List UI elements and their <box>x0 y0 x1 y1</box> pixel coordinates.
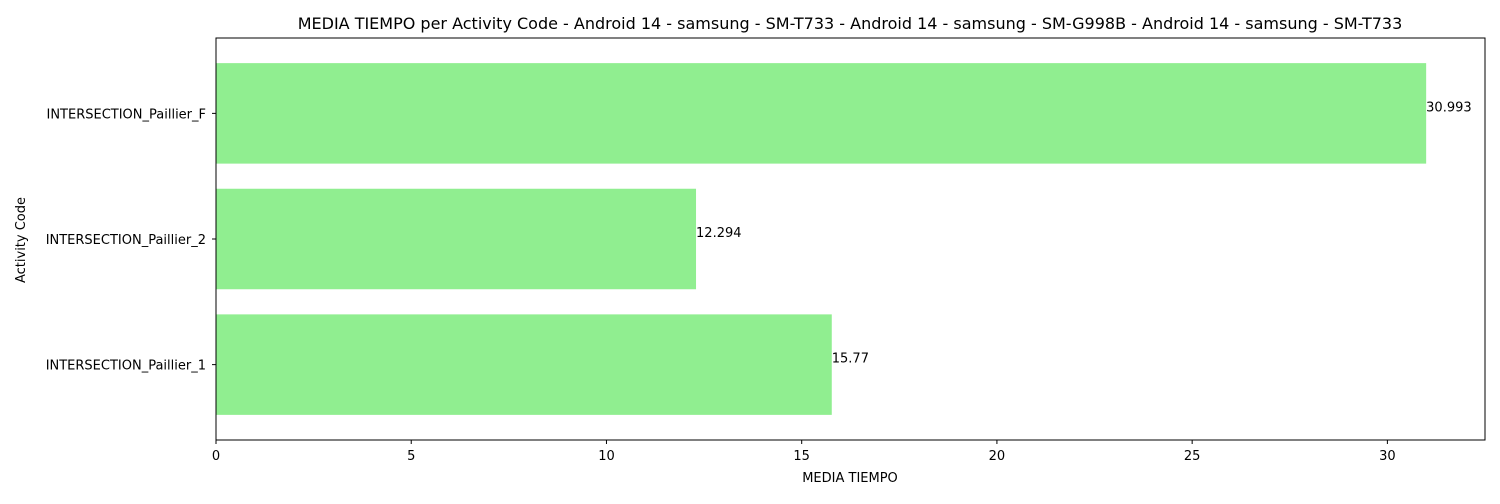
data-label: 12.294 <box>696 226 742 241</box>
x-tick-label: 30 <box>1379 449 1396 464</box>
plot-frame <box>215 37 1486 441</box>
bar-intersection-paillier-2 <box>216 188 697 290</box>
y-tick-label: INTERSECTION_Paillier_2 <box>46 233 206 248</box>
bars-layer <box>216 63 1427 415</box>
x-tick-label: 10 <box>598 449 615 464</box>
x-tick-label: 5 <box>407 449 415 464</box>
y-axis-label: Activity Code <box>14 197 29 283</box>
x-axis-label: MEDIA TIEMPO <box>802 471 898 486</box>
y-tick-label: INTERSECTION_Paillier_F <box>46 107 206 122</box>
data-label: 30.993 <box>1426 100 1472 115</box>
data-label: 15.77 <box>832 352 869 367</box>
y-tick-label: INTERSECTION_Paillier_1 <box>46 359 206 374</box>
y-axis: INTERSECTION_Paillier_1 INTERSECTION_Pail… <box>46 107 216 374</box>
x-tick-label: 0 <box>212 449 220 464</box>
bar-intersection-paillier-1 <box>216 314 832 415</box>
x-axis: 0 5 10 15 20 25 30 <box>212 440 1396 464</box>
chart-title: MEDIA TIEMPO per Activity Code - Android… <box>298 14 1403 33</box>
bar-intersection-paillier-f <box>216 63 1427 164</box>
data-labels-layer: 15.77 12.294 30.993 <box>696 100 1472 366</box>
x-tick-label: 15 <box>793 449 810 464</box>
x-tick-label: 20 <box>989 449 1006 464</box>
x-tick-label: 25 <box>1184 449 1201 464</box>
